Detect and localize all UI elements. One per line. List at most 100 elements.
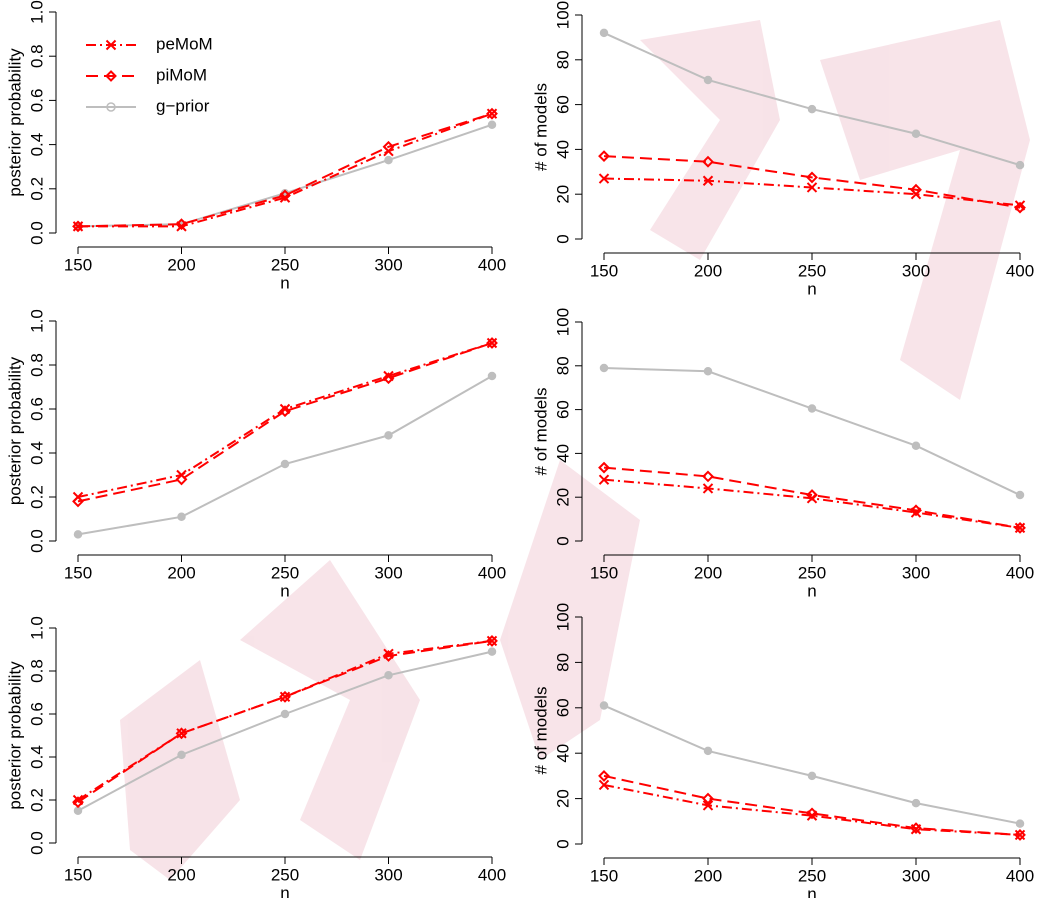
x-axis-label: n: [280, 883, 289, 898]
marker-x: [598, 779, 610, 791]
y-tick-label: 0: [553, 536, 572, 545]
series-line: [603, 704, 1021, 825]
y-tick-label: 0.6: [27, 702, 46, 726]
marker-circle: [73, 530, 83, 539]
series-line: [77, 112, 493, 228]
x-tick-label: 200: [167, 563, 195, 582]
series-line: [77, 639, 493, 801]
marker-diamond: [702, 155, 714, 168]
y-tick-label: 100: [553, 1, 572, 29]
marker-circle: [1015, 490, 1025, 500]
y-tick-label: 80: [553, 356, 572, 375]
y-tick-label: 0.8: [27, 44, 46, 68]
series-line: [603, 774, 1021, 836]
y-tick-label: 0.2: [27, 177, 46, 201]
x-axis-label: n: [807, 279, 816, 298]
x-tick-label: 200: [167, 255, 195, 274]
y-tick-label: 60: [553, 400, 572, 419]
marker-x: [383, 146, 394, 157]
series-line: [77, 342, 493, 503]
marker-diamond: [486, 107, 498, 120]
marker-circle: [384, 671, 393, 680]
legend-label: peMoM: [156, 34, 213, 53]
series-line: [603, 478, 1021, 529]
marker-x: [806, 493, 818, 504]
watermark: [120, 20, 1030, 880]
panel: 0 20 40 60 80 100 # of models 150 200 250 300 400 n: [531, 308, 1034, 601]
marker-x: [1014, 522, 1026, 534]
marker-circle: [1015, 160, 1025, 170]
marker-diamond: [72, 796, 84, 809]
marker-x: [702, 175, 714, 186]
x-tick-label: 200: [694, 866, 722, 885]
y-tick-label: 20: [553, 488, 572, 507]
marker-diamond: [72, 220, 84, 233]
x-tick-label: 300: [902, 261, 930, 280]
y-tick-label: 0.2: [27, 788, 46, 812]
y-tick-label: 0.4: [27, 133, 46, 157]
marker-x: [806, 810, 818, 821]
marker-x: [1014, 829, 1026, 841]
legend-label: piMoM: [156, 65, 207, 84]
series-line: [603, 155, 1021, 209]
x-tick-label: 300: [902, 563, 930, 582]
marker-circle: [177, 750, 186, 760]
marker-circle: [599, 701, 609, 710]
y-tick-label: 1.0: [27, 616, 46, 640]
marker-circle: [807, 404, 817, 413]
marker-circle: [703, 746, 713, 756]
x-tick-label: 250: [798, 563, 826, 582]
x-tick-label: 400: [1006, 866, 1034, 885]
x-tick-label: 400: [478, 865, 506, 884]
panel: 0 20 40 60 80 100 # of models 150 200 250 300 400 n: [531, 603, 1034, 898]
marker-x: [383, 370, 394, 382]
series-line: [78, 112, 493, 228]
marker-x: [702, 483, 714, 494]
legend-marker-circle: [106, 102, 116, 112]
marker-x: [598, 474, 610, 485]
marker-x: [72, 794, 84, 806]
series-line: [77, 375, 493, 536]
y-axis-label: posterior probability: [5, 356, 24, 505]
x-tick-label: 200: [167, 865, 195, 884]
marker-circle: [280, 709, 290, 719]
y-tick-label: 100: [553, 308, 572, 336]
marker-x: [486, 635, 498, 647]
marker-diamond: [806, 171, 818, 184]
x-tick-label: 400: [478, 563, 506, 582]
x-axis-label: n: [280, 581, 289, 600]
y-tick-label: 80: [553, 653, 572, 672]
legend-marker: [106, 102, 116, 112]
legend-marker: [105, 39, 117, 51]
y-tick-label: 0.0: [27, 529, 46, 553]
y-tick-label: 0.4: [27, 745, 46, 769]
marker-x: [702, 800, 714, 811]
marker-x: [176, 469, 187, 481]
y-tick-label: 0.4: [27, 441, 46, 465]
x-tick-label: 300: [374, 563, 402, 582]
marker-x: [72, 491, 84, 503]
marker-x: [279, 691, 291, 703]
y-tick-label: 40: [553, 444, 572, 463]
y-axis-label: # of models: [531, 687, 550, 775]
marker-x: [279, 192, 291, 203]
marker-circle: [177, 512, 186, 522]
marker-circle: [911, 441, 921, 450]
legend-marker-x: [105, 39, 117, 51]
marker-x: [486, 108, 498, 119]
marker-x: [72, 221, 84, 232]
marker-circle: [487, 647, 497, 656]
marker-diamond: [1014, 829, 1026, 841]
marker-diamond: [598, 769, 610, 782]
series-line: [603, 466, 1021, 529]
marker-diamond: [702, 792, 714, 805]
x-tick-label: 400: [1006, 261, 1034, 280]
x-tick-label: 250: [271, 865, 299, 884]
y-axis-label: posterior probability: [5, 48, 24, 197]
y-tick-label: 0.8: [27, 659, 46, 683]
x-axis-label: n: [280, 273, 289, 292]
panel: 0 20 40 60 80 100 # of models 150 200 250 300 400 n: [531, 1, 1034, 299]
x-tick-label: 250: [271, 255, 299, 274]
marker-circle: [73, 806, 83, 815]
y-tick-label: 40: [553, 744, 572, 763]
